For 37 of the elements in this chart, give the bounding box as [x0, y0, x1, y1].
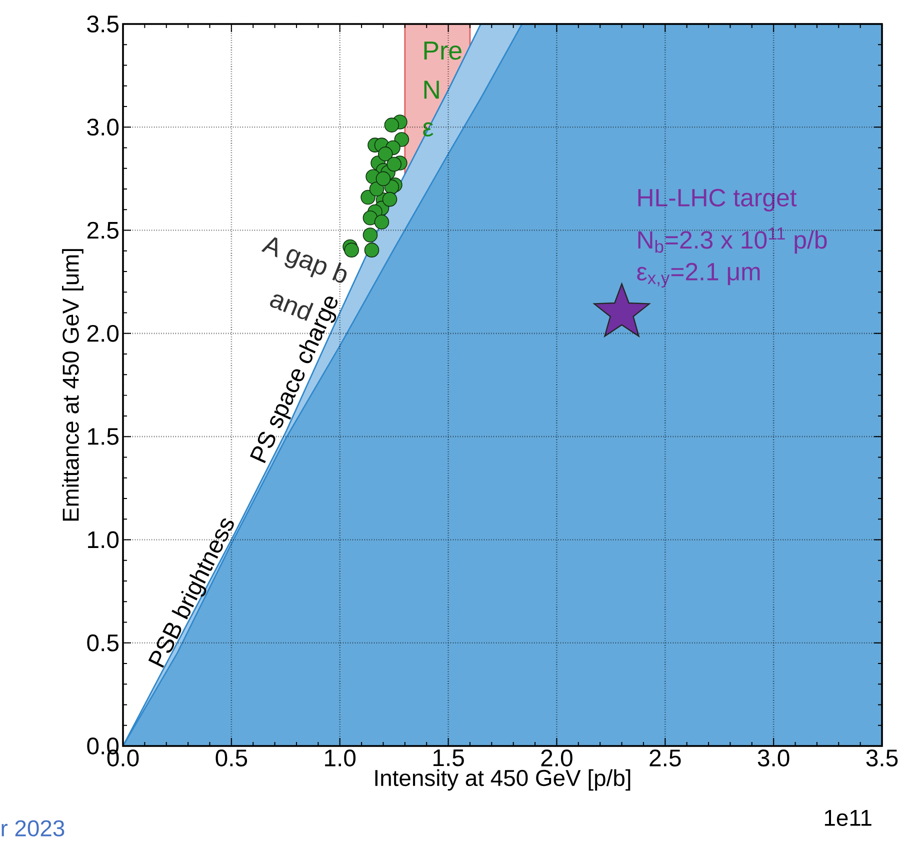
point	[360, 190, 376, 205]
point	[362, 228, 378, 242]
y-tick-label: 2.0	[87, 324, 119, 342]
x-tick-label: 1.0	[325, 750, 356, 766]
annotation: N$_{b}$=2.3 x 10$^{11}$ p/b	[638, 228, 827, 254]
point	[374, 214, 390, 230]
point	[364, 242, 380, 258]
point	[376, 171, 391, 186]
annotation: HL-LHC target	[638, 188, 797, 212]
annotation: N	[424, 80, 439, 99]
point	[382, 192, 398, 207]
y-tick-label: 3.5	[87, 16, 118, 32]
point	[384, 118, 400, 132]
point	[369, 182, 384, 196]
x-tick-label: 2.5	[650, 750, 681, 766]
point	[394, 132, 410, 147]
text: 1e11	[824, 810, 872, 826]
x-tick-label: 2.0	[541, 750, 572, 766]
annotation: ε$_{x,y}$=2.1 μm	[637, 262, 760, 288]
x-tick-label: 1.5	[433, 750, 464, 766]
point	[362, 210, 378, 226]
point	[344, 242, 359, 258]
x-tick-label: 3.0	[758, 750, 790, 766]
y-tick-label: 2.5	[87, 222, 118, 239]
annotation: Pre	[424, 42, 462, 60]
x-tick-label: 0.5	[216, 750, 248, 766]
annotation: A gap b	[261, 237, 347, 283]
text: r 2023	[2, 820, 64, 836]
y-axis-title: Emittance at 450 GeV [um]	[62, 249, 84, 521]
y-tick-label: 3.0	[87, 118, 119, 136]
y-tick-label: 1.0	[88, 531, 119, 548]
y-tick-label: 0.5	[87, 634, 118, 652]
x-tick-label: 3.5	[866, 750, 898, 766]
point	[386, 156, 402, 172]
x-axis-title: Intensity at 450 GeV [p/b]	[375, 769, 630, 791]
y-tick-label: 1.5	[88, 428, 118, 445]
point	[378, 146, 393, 162]
